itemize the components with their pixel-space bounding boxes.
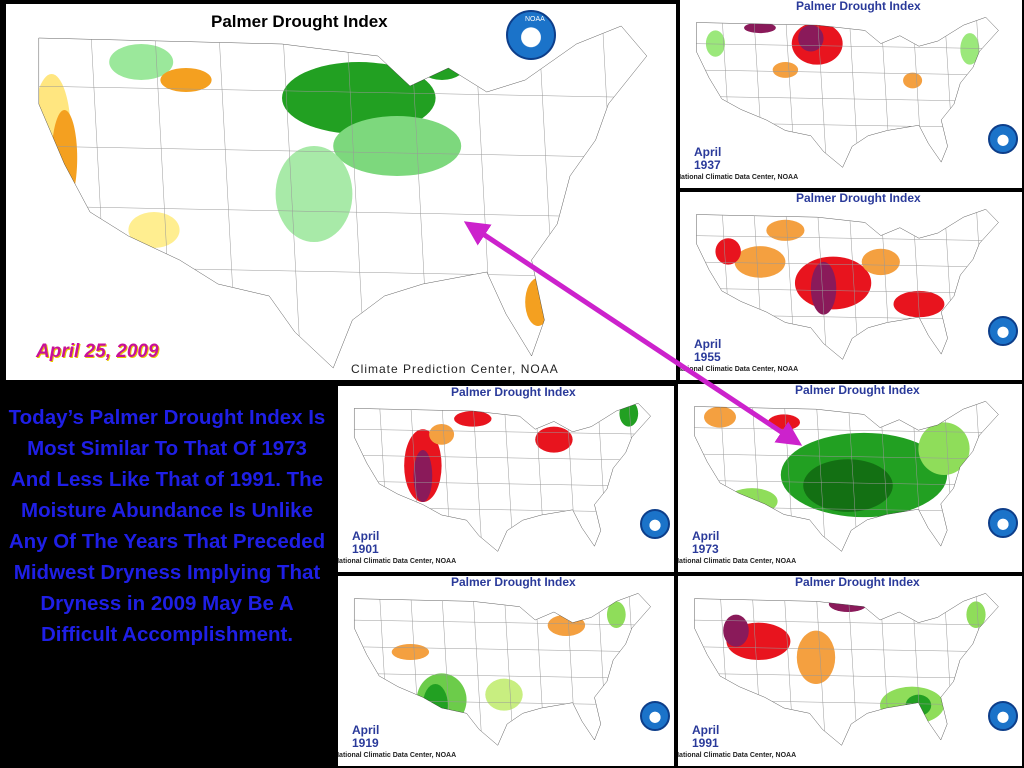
panel-month: April — [352, 529, 380, 543]
historical-map-panel: Palmer Drought Index April 1991 National Cl… — [678, 576, 1022, 766]
us-map — [688, 588, 1008, 748]
main-title: Palmer Drought Index — [211, 12, 388, 31]
panel-credit: National Climatic Data Center, NOAA — [680, 174, 799, 181]
noaa-logo — [506, 10, 556, 60]
panel-title: Palmer Drought Index — [795, 576, 920, 589]
panel-year: 1937 — [694, 158, 721, 172]
historical-map-panel: Palmer Drought Index April 1919 National Cl… — [338, 576, 674, 766]
panel-credit: National Climatic Data Center, NOAA — [678, 558, 797, 565]
historical-map-panel: Palmer Drought Index April 1901 National Cl… — [338, 386, 674, 572]
noaa-logo — [988, 124, 1018, 154]
panel-month: April — [694, 145, 722, 159]
us-map — [26, 14, 666, 374]
panel-month: April — [692, 723, 720, 737]
us-map — [688, 396, 1008, 554]
panel-title: Palmer Drought Index — [795, 384, 920, 397]
panel-credit: National Climatic Data Center, NOAA — [678, 752, 797, 759]
main-date: April 25, 2009 — [36, 341, 159, 362]
us-map — [690, 12, 1008, 170]
panel-month: April — [352, 723, 380, 737]
panel-year: 1919 — [352, 736, 379, 750]
panel-year: 1901 — [352, 542, 379, 556]
panel-title: Palmer Drought Index — [451, 386, 576, 399]
noaa-logo — [988, 508, 1018, 538]
main-map-panel: Palmer Drought Index NOAA April 25, 2009… — [4, 2, 678, 382]
noaa-logo — [988, 316, 1018, 346]
panel-month: April — [692, 529, 720, 543]
us-map — [348, 588, 660, 748]
noaa-logo — [640, 701, 670, 731]
panel-year: 1973 — [692, 542, 719, 556]
panel-year: 1991 — [692, 736, 719, 750]
logo-text: NOAA — [525, 16, 545, 23]
panel-year: 1955 — [694, 350, 721, 364]
historical-map-panel: Palmer Drought Index April 1973 National Cl… — [678, 384, 1022, 572]
us-map — [690, 204, 1008, 362]
panel-credit: National Climatic Data Center, NOAA — [680, 366, 799, 373]
description-text: Today’s Palmer Drought Index Is Most Sim… — [8, 406, 326, 646]
noaa-logo — [988, 701, 1018, 731]
historical-map-panel: Palmer Drought Index April 1937 National Cl… — [680, 0, 1022, 188]
panel-title: Palmer Drought Index — [451, 576, 576, 589]
panel-credit: National Climatic Data Center, NOAA — [338, 752, 457, 759]
panel-title: Palmer Drought Index — [796, 192, 921, 205]
panel-credit: National Climatic Data Center, NOAA — [338, 558, 457, 565]
main-credit: Climate Prediction Center, NOAA — [351, 362, 559, 376]
noaa-logo — [640, 509, 670, 539]
historical-map-panel: Palmer Drought Index April 1955 National Cl… — [680, 192, 1022, 380]
us-map — [348, 398, 660, 554]
panel-title: Palmer Drought Index — [796, 0, 921, 13]
